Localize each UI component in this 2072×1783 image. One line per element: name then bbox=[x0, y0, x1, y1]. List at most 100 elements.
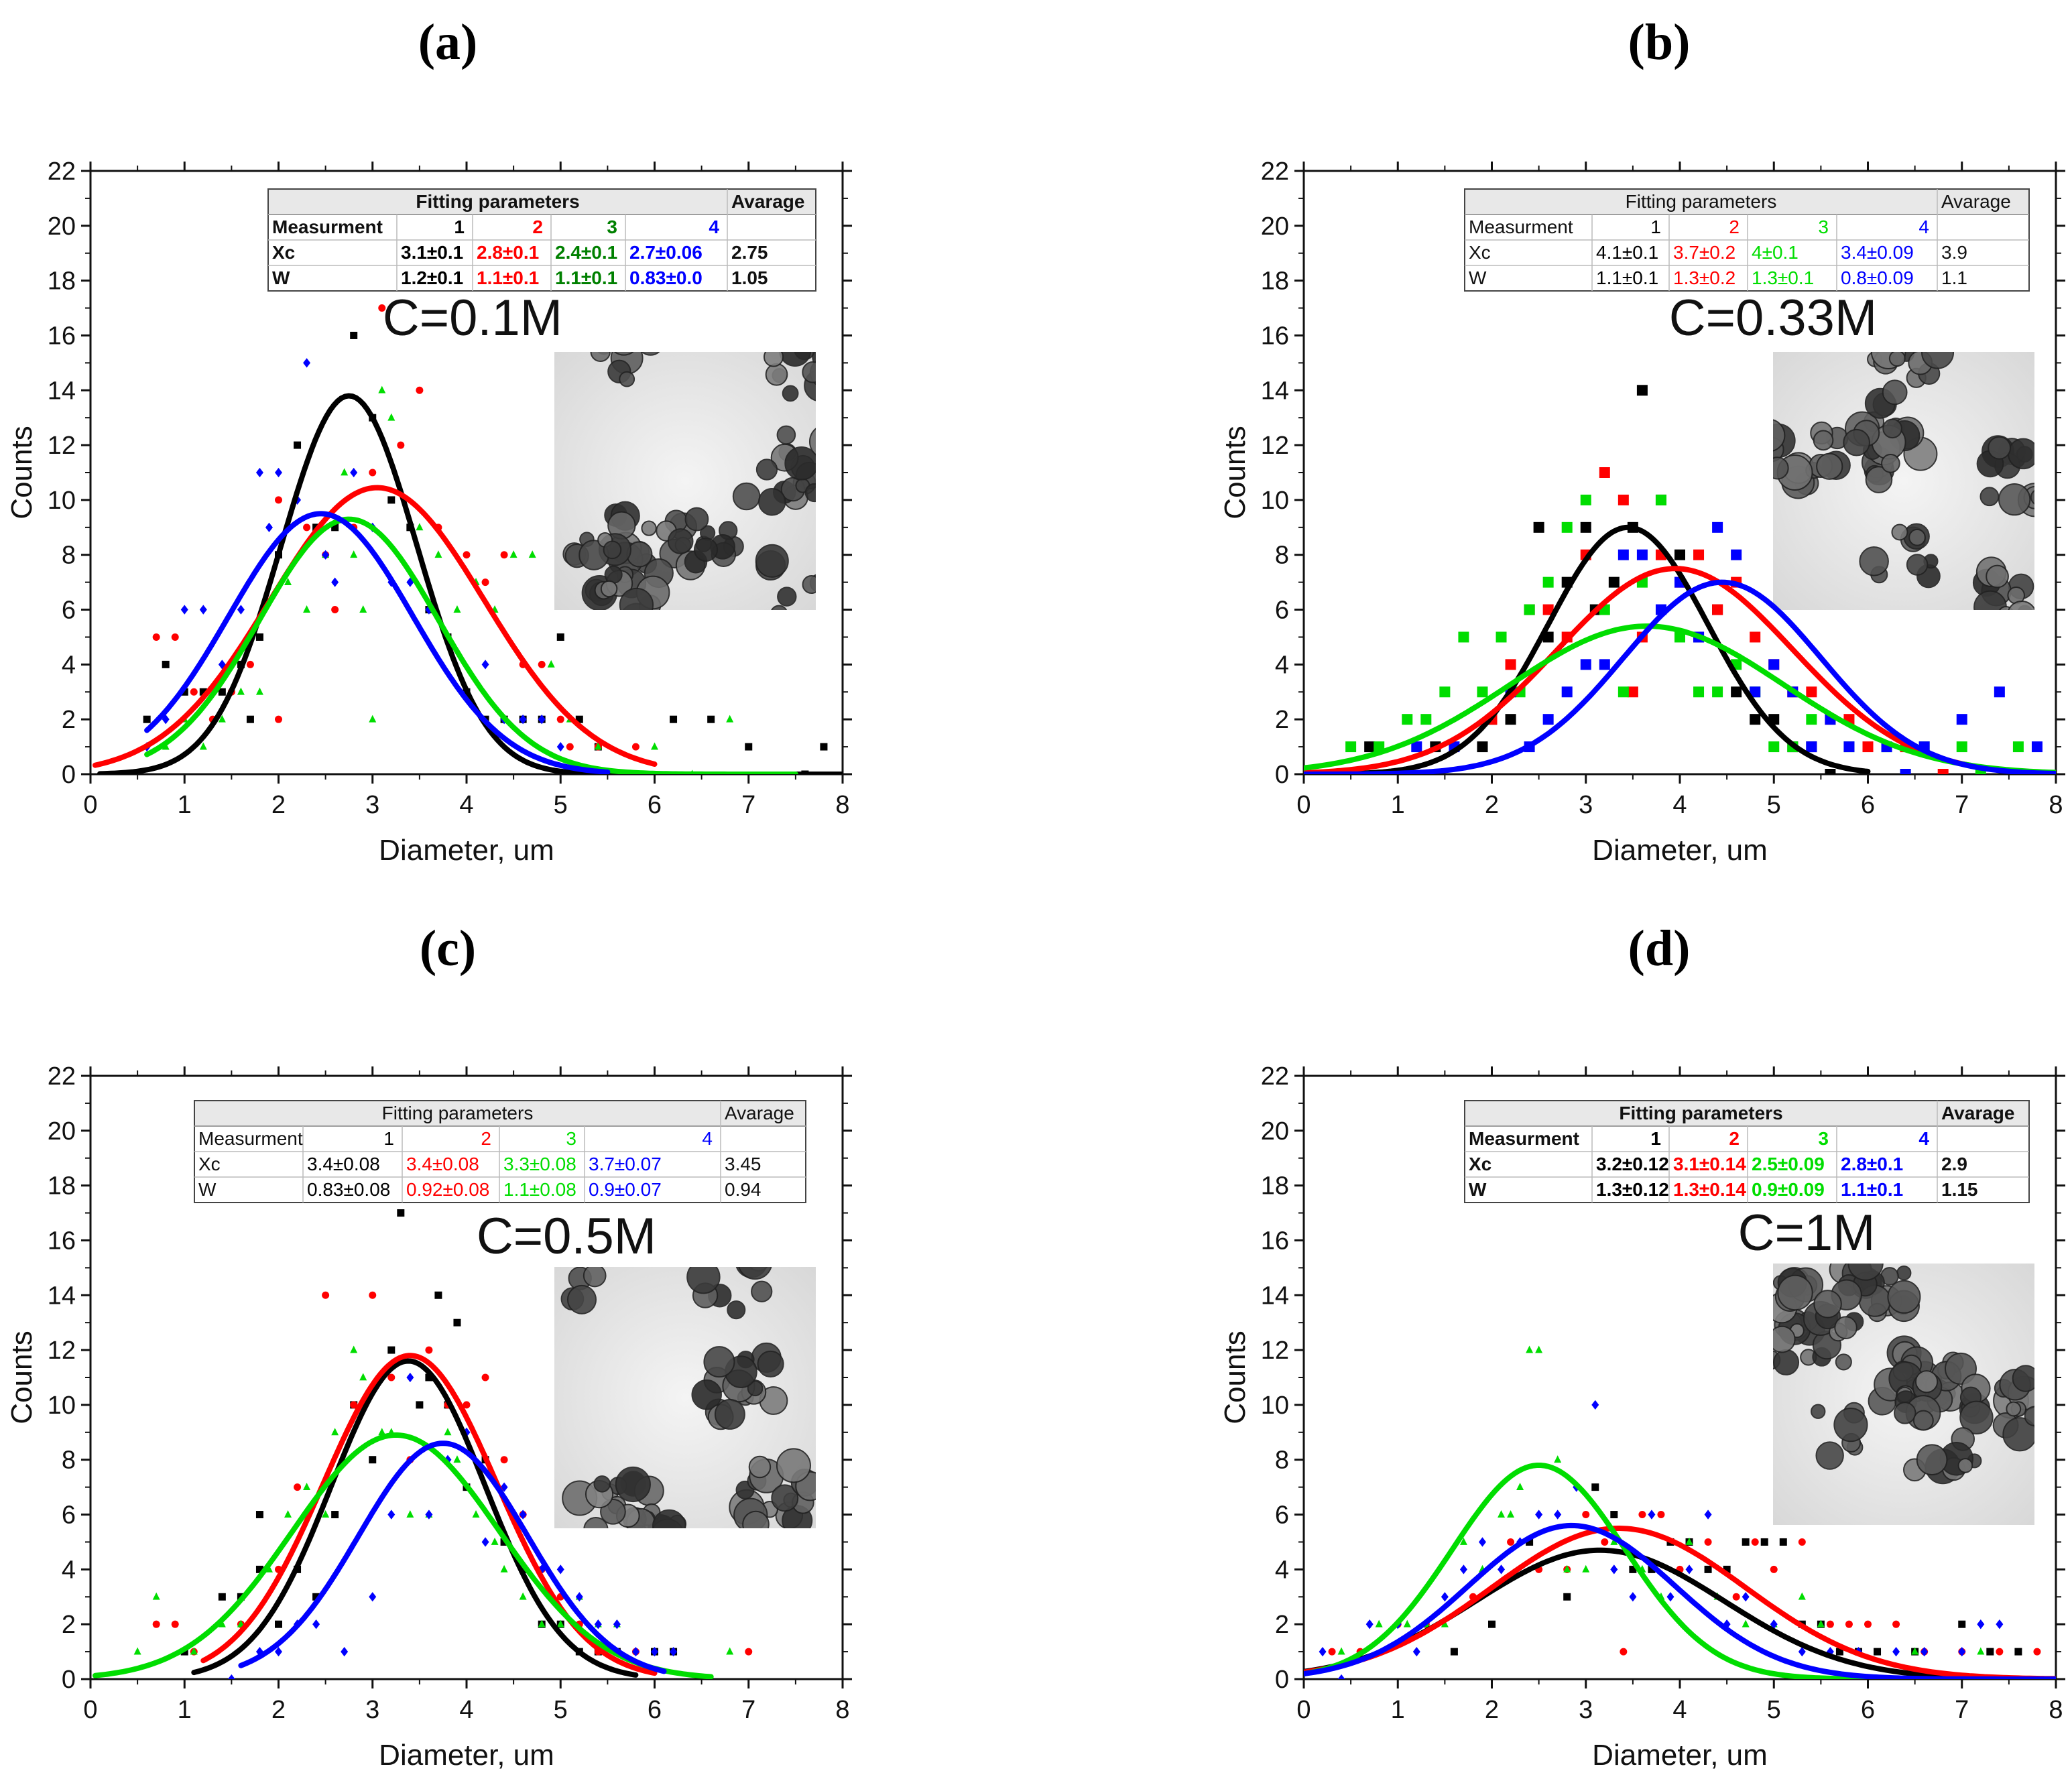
data-point bbox=[481, 1373, 489, 1381]
particle bbox=[1834, 1316, 1857, 1339]
data-point bbox=[463, 551, 471, 559]
table-row-label: Measurment bbox=[198, 1128, 303, 1149]
data-point bbox=[1580, 521, 1591, 533]
particle bbox=[611, 621, 631, 642]
particle bbox=[2006, 1401, 2022, 1417]
particle bbox=[829, 363, 859, 393]
particle bbox=[777, 587, 797, 607]
x-tick-label: 1 bbox=[1391, 1696, 1405, 1724]
data-point bbox=[1975, 769, 1986, 774]
particle bbox=[763, 352, 784, 367]
particle-clusters bbox=[560, 1267, 816, 1528]
table-row-label: Xc bbox=[1469, 242, 1491, 263]
data-point bbox=[312, 1593, 320, 1601]
data-point bbox=[1732, 1593, 1740, 1601]
table-w-value: 0.8±0.09 bbox=[1841, 267, 1914, 288]
data-point bbox=[500, 551, 508, 559]
data-point bbox=[1620, 1648, 1628, 1656]
data-point bbox=[1412, 1646, 1420, 1657]
table-average-header: Avarage bbox=[1941, 1103, 2014, 1123]
table-measurement-number: 1 bbox=[454, 217, 465, 237]
data-point bbox=[1825, 769, 1836, 774]
particle bbox=[1957, 1458, 1973, 1473]
fit-curve-1 bbox=[1304, 524, 1871, 774]
fit-curve-4 bbox=[1304, 579, 2056, 774]
data-point bbox=[1337, 1647, 1345, 1655]
y-tick-label: 14 bbox=[48, 1282, 76, 1310]
particle bbox=[566, 1284, 597, 1314]
data-point bbox=[1657, 1511, 1665, 1519]
table-average-xc: 2.75 bbox=[731, 242, 768, 263]
data-point bbox=[1526, 1345, 1534, 1353]
data-point bbox=[303, 1483, 311, 1491]
panel-letter: (b) bbox=[1628, 14, 1691, 70]
y-tick-label: 0 bbox=[62, 761, 76, 789]
table-xc-value: 3.7±0.2 bbox=[1673, 242, 1735, 263]
data-point bbox=[491, 1537, 499, 1545]
data-point bbox=[453, 1318, 461, 1327]
data-point bbox=[303, 524, 311, 532]
y-axis-title: Counts bbox=[1219, 1331, 1252, 1424]
data-point bbox=[481, 578, 489, 587]
data-point bbox=[1712, 521, 1723, 533]
data-point bbox=[1835, 1648, 1843, 1656]
x-axis-title: Diameter, um bbox=[379, 1739, 554, 1772]
data-point bbox=[1864, 1620, 1872, 1628]
data-point bbox=[1439, 686, 1451, 698]
data-point bbox=[472, 1510, 480, 1518]
data-point bbox=[378, 304, 386, 312]
table-xc-value: 3.3±0.08 bbox=[503, 1154, 576, 1174]
particle bbox=[619, 587, 654, 610]
table-w-value: 1.1±0.1 bbox=[477, 267, 539, 288]
x-tick-label: 1 bbox=[178, 1696, 192, 1724]
data-point bbox=[350, 1401, 358, 1409]
data-point bbox=[171, 1620, 179, 1628]
data-point bbox=[1599, 659, 1610, 670]
x-tick-label: 5 bbox=[1767, 1696, 1781, 1724]
data-point bbox=[1636, 549, 1648, 560]
data-point bbox=[387, 1346, 395, 1354]
data-point bbox=[538, 660, 546, 668]
table-average-header: Avarage bbox=[725, 1103, 794, 1123]
particle bbox=[641, 352, 660, 356]
data-point bbox=[519, 715, 527, 725]
data-point bbox=[1319, 1646, 1327, 1657]
sem-micrograph-image bbox=[554, 352, 859, 642]
y-tick-label: 4 bbox=[1275, 1556, 1289, 1584]
x-tick-label: 7 bbox=[1955, 791, 1969, 819]
data-point bbox=[1760, 1538, 1768, 1546]
y-tick-label: 18 bbox=[1261, 1172, 1289, 1201]
data-point bbox=[199, 605, 207, 615]
table-row-label: W bbox=[1469, 1179, 1487, 1200]
particle bbox=[1906, 554, 1929, 576]
fit-curve-4 bbox=[1304, 1522, 2056, 1679]
data-point bbox=[237, 687, 245, 695]
y-tick-label: 2 bbox=[1275, 706, 1289, 734]
particle bbox=[703, 1346, 735, 1378]
data-point bbox=[1542, 576, 1554, 588]
data-point bbox=[2031, 741, 2043, 753]
data-point bbox=[190, 688, 198, 696]
data-point bbox=[1958, 1646, 1966, 1657]
particle bbox=[765, 363, 788, 386]
table-title: Fitting parameters bbox=[416, 191, 579, 212]
data-point bbox=[1655, 494, 1666, 505]
table-measurement-number: 3 bbox=[607, 217, 617, 237]
table-measurement-number: 1 bbox=[1650, 1128, 1661, 1149]
data-point bbox=[294, 441, 302, 449]
data-point bbox=[1806, 714, 1817, 725]
data-point bbox=[1750, 631, 1761, 643]
table-xc-value: 2.5±0.09 bbox=[1752, 1154, 1825, 1174]
table-xc-value: 3.4±0.08 bbox=[406, 1154, 479, 1174]
plot-area bbox=[93, 1209, 753, 1679]
data-point bbox=[1843, 741, 1855, 753]
data-point bbox=[322, 1510, 330, 1518]
table-average-header: Avarage bbox=[731, 191, 804, 212]
particle bbox=[1847, 1264, 1884, 1281]
data-point bbox=[566, 743, 574, 751]
data-point bbox=[1535, 1510, 1543, 1520]
data-point bbox=[1618, 686, 1629, 698]
data-point bbox=[152, 633, 160, 641]
data-point bbox=[143, 715, 151, 723]
data-point bbox=[1666, 1592, 1674, 1602]
